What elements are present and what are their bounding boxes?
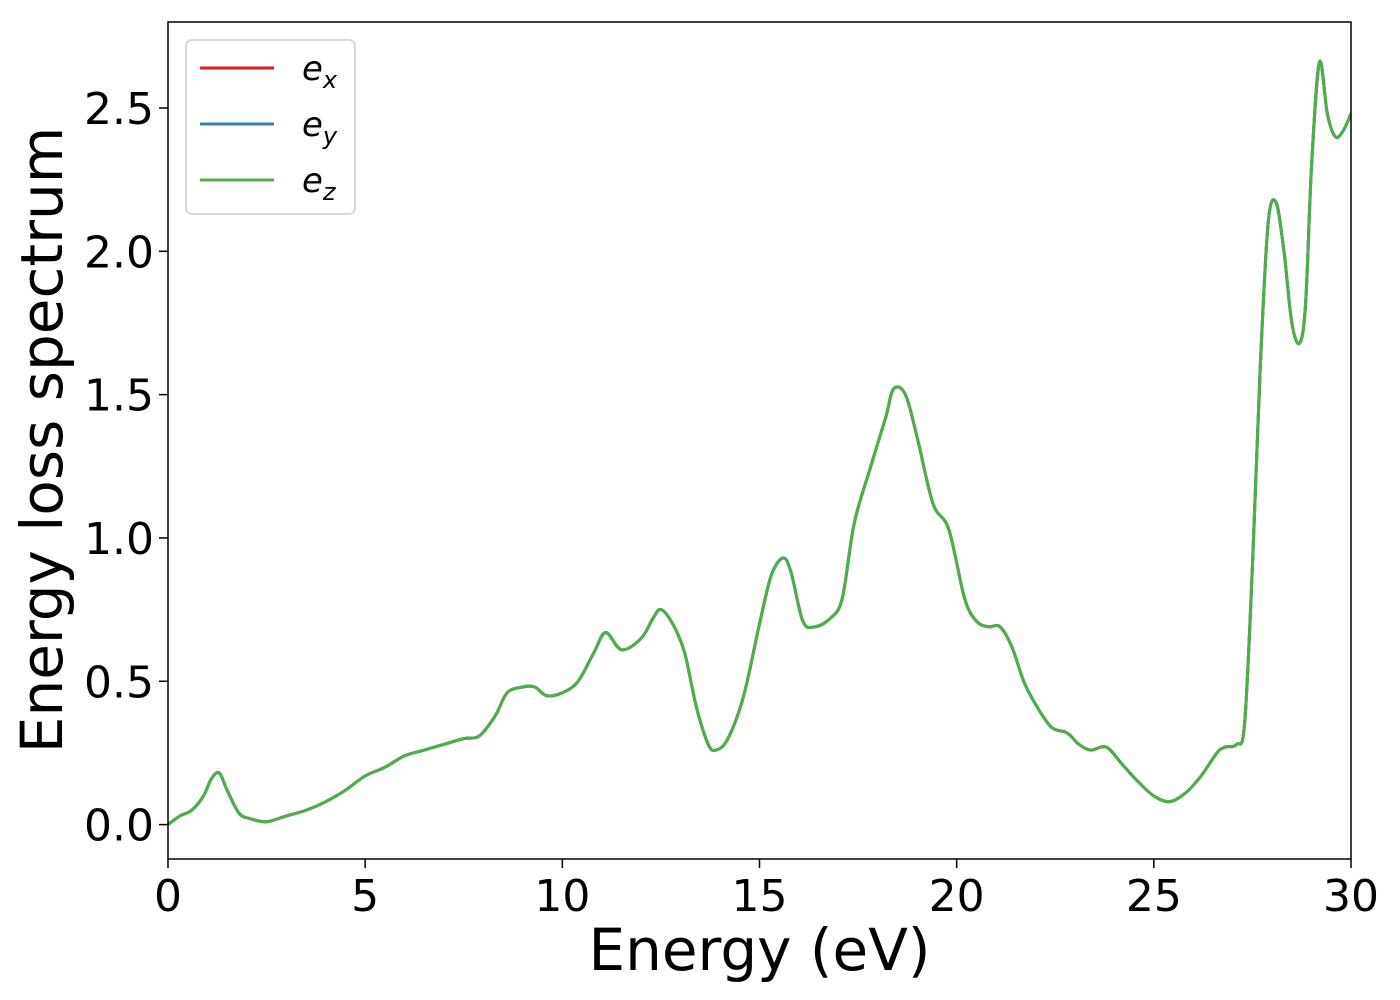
x-axis-ticks: 0 5 10 15 20 25 30: [154, 859, 1379, 922]
x-tick-label: 0: [154, 871, 182, 922]
legend: ex ey ez: [185, 39, 356, 215]
legend-box: [185, 39, 356, 215]
y-tick-label: 1.5: [84, 371, 154, 422]
x-tick-label: 30: [1323, 871, 1379, 922]
x-tick-label: 20: [929, 871, 985, 922]
series-line-ez: [168, 59, 1351, 827]
x-tick-label: 5: [351, 871, 379, 922]
y-tick-label: 0.5: [84, 657, 154, 708]
y-tick-label: 2.0: [84, 227, 154, 278]
y-axis-label: Energy loss spectrum: [8, 127, 76, 753]
x-tick-label: 15: [732, 871, 788, 922]
legend-label-ex: ex: [302, 49, 338, 94]
legend-label-ey: ey: [302, 105, 338, 150]
y-tick-label: 0.0: [84, 801, 154, 852]
y-tick-label: 1.0: [84, 514, 154, 565]
y-axis-ticks: 0.0 0.5 1.0 1.5 2.0 2.5: [84, 84, 168, 852]
legend-label-ez: ez: [302, 161, 337, 206]
plot-lines: [168, 59, 1351, 827]
x-axis-label: Energy (eV): [588, 916, 930, 984]
x-tick-label: 25: [1126, 871, 1182, 922]
x-tick-label: 10: [534, 871, 590, 922]
y-tick-label: 2.5: [84, 84, 154, 135]
